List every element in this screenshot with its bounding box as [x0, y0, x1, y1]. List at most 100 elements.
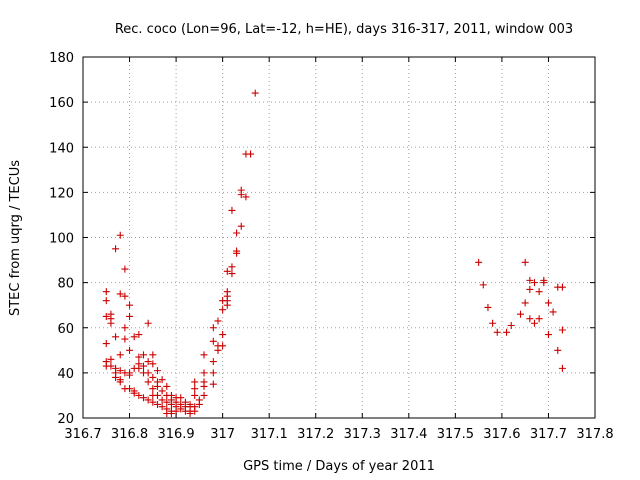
data-point: [107, 319, 115, 327]
data-point: [163, 398, 171, 406]
data-point: [209, 324, 217, 332]
data-point: [195, 400, 203, 408]
data-point: [149, 373, 157, 381]
data-point: [126, 371, 134, 379]
data-point: [242, 193, 250, 201]
x-tick-label: 317.7: [530, 427, 567, 442]
data-point: [209, 380, 217, 388]
data-point: [177, 405, 185, 413]
data-point: [177, 394, 185, 402]
data-point: [116, 351, 124, 359]
data-point: [251, 89, 259, 97]
data-point: [140, 362, 148, 370]
data-point: [219, 306, 227, 314]
data-point: [153, 382, 161, 390]
grid: [83, 57, 595, 418]
y-axis-label: STEC from uqrg / TECUs: [8, 160, 23, 316]
data-point: [121, 335, 129, 343]
y-tick-label: 20: [57, 412, 74, 427]
data-points: [102, 89, 566, 417]
data-point: [158, 396, 166, 404]
data-point: [130, 333, 138, 341]
data-point: [558, 326, 566, 334]
data-point: [200, 391, 208, 399]
data-point: [144, 396, 152, 404]
data-point: [228, 263, 236, 271]
data-point: [549, 308, 557, 316]
data-point: [116, 367, 124, 375]
data-point: [144, 369, 152, 377]
data-point: [200, 351, 208, 359]
data-point: [540, 279, 548, 287]
data-point: [121, 324, 129, 332]
data-point: [191, 378, 199, 386]
data-point: [144, 378, 152, 386]
y-tick-label: 100: [49, 232, 74, 247]
data-point: [237, 191, 245, 199]
data-point: [247, 150, 255, 158]
data-point: [126, 312, 134, 320]
data-point: [153, 391, 161, 399]
data-point: [144, 319, 152, 327]
data-point: [167, 400, 175, 408]
data-point: [526, 285, 534, 293]
data-point: [544, 331, 552, 339]
data-point: [530, 279, 538, 287]
y-tick-labels: 20 40 60 80 100 120 140 160 180: [49, 51, 74, 427]
data-point: [233, 249, 241, 257]
axis-ticks: [82, 56, 596, 419]
data-point: [214, 346, 222, 354]
data-point: [149, 398, 157, 406]
data-point: [526, 276, 534, 284]
data-point: [191, 391, 199, 399]
data-point: [158, 376, 166, 384]
data-point: [535, 315, 543, 323]
data-point: [530, 319, 538, 327]
x-tick-label: 317.8: [576, 427, 613, 442]
data-point: [102, 312, 110, 320]
data-point: [140, 351, 148, 359]
data-point: [116, 231, 124, 239]
data-point: [503, 328, 511, 336]
data-point: [135, 364, 143, 372]
data-point: [135, 331, 143, 339]
data-point: [112, 245, 120, 253]
x-axis-label: GPS time / Days of year 2011: [243, 459, 435, 474]
data-point: [135, 353, 143, 361]
x-tick-label: 317.6: [483, 427, 520, 442]
data-point: [558, 283, 566, 291]
data-point: [153, 367, 161, 375]
data-point: [130, 389, 138, 397]
data-point: [158, 387, 166, 395]
x-tick-label: 317.3: [344, 427, 381, 442]
data-point: [228, 270, 236, 278]
data-point: [544, 299, 552, 307]
data-point: [149, 351, 157, 359]
data-point: [149, 385, 157, 393]
data-point: [135, 391, 143, 399]
data-point: [200, 382, 208, 390]
data-point: [186, 409, 194, 417]
data-point: [140, 394, 148, 402]
data-point: [521, 299, 529, 307]
data-point: [517, 310, 525, 318]
data-point: [116, 378, 124, 386]
data-point: [237, 222, 245, 230]
x-tick-label: 317.1: [251, 427, 288, 442]
data-point: [126, 346, 134, 354]
data-point: [121, 292, 129, 300]
data-point: [209, 337, 217, 345]
data-point: [535, 288, 543, 296]
x-tick-label: 316.7: [64, 427, 101, 442]
y-tick-label: 80: [57, 277, 74, 292]
data-point: [163, 382, 171, 390]
data-point: [228, 206, 236, 214]
x-tick-label: 317.4: [390, 427, 427, 442]
chart-title: Rec. coco (Lon=96, Lat=-12, h=HE), days …: [115, 22, 573, 37]
data-point: [507, 321, 515, 329]
data-point: [158, 403, 166, 411]
data-point: [526, 315, 534, 323]
data-point: [214, 317, 222, 325]
y-tick-label: 180: [49, 51, 74, 66]
data-point: [191, 407, 199, 415]
